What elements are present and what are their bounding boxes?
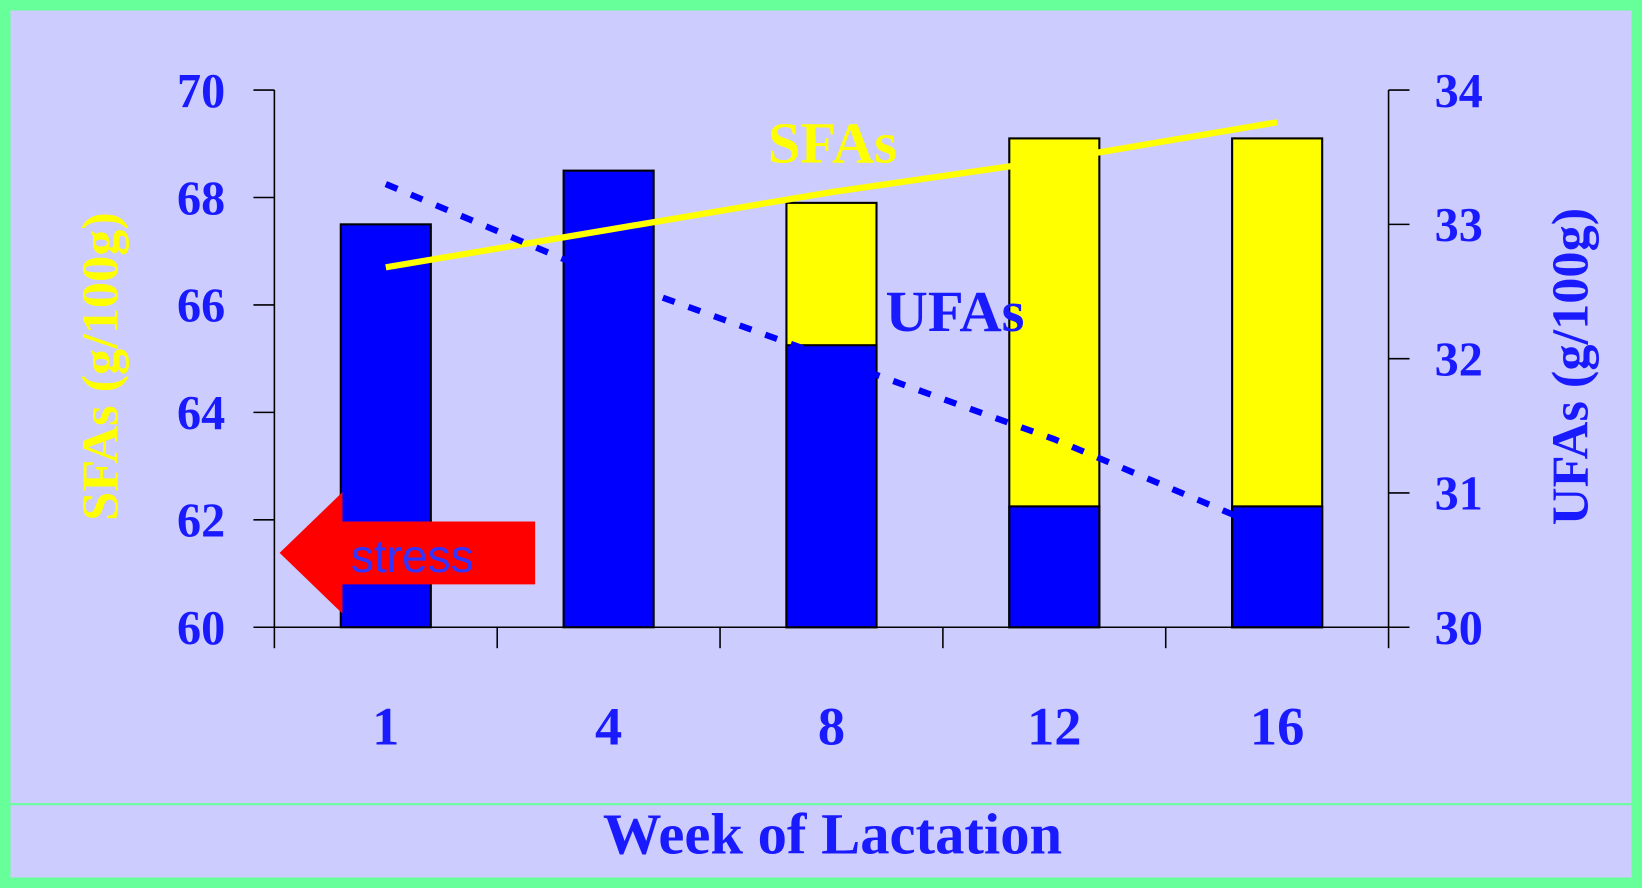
series-label: SFAs <box>768 110 897 175</box>
x-tick-label: 1 <box>372 696 399 757</box>
x-tick-label: 16 <box>1250 696 1304 757</box>
x-axis-title: Week of Lactation <box>603 801 1062 866</box>
bar <box>1231 505 1324 629</box>
y2-tick-label: 32 <box>1435 333 1483 386</box>
trend-line <box>385 119 1278 271</box>
y-axis-title: SFAs (g/100g) <box>71 212 129 521</box>
annotation: stress <box>351 530 474 582</box>
plot-area: 60 62 64 66 68 70 30 31 32 33 34 1 4 8 12 16 SFAs UFAs <box>177 65 1483 757</box>
x-tick-label: 12 <box>1027 696 1081 757</box>
y2-tick-label: 30 <box>1435 602 1483 655</box>
y-tick-label: 70 <box>177 65 225 118</box>
y-tick-label: 66 <box>177 280 225 333</box>
y2-axis-title: UFAs (g/100g) <box>1542 208 1600 525</box>
bar <box>562 169 655 629</box>
y-tick-label: 68 <box>177 172 225 225</box>
trend-line <box>384 181 1279 537</box>
y2-tick-label: 33 <box>1435 199 1483 252</box>
x-tick-label: 4 <box>595 696 622 757</box>
y-tick-label: 62 <box>177 495 225 548</box>
stress-arrow <box>279 492 536 614</box>
x-tick-label: 8 <box>818 696 845 757</box>
bar <box>1008 505 1101 629</box>
y-tick-label: 60 <box>177 602 225 655</box>
y2-tick-label: 34 <box>1435 65 1483 118</box>
bar <box>785 344 878 629</box>
series-label: UFAs <box>886 279 1025 344</box>
y-tick-label: 64 <box>177 387 225 440</box>
y2-tick-label: 31 <box>1435 468 1483 521</box>
